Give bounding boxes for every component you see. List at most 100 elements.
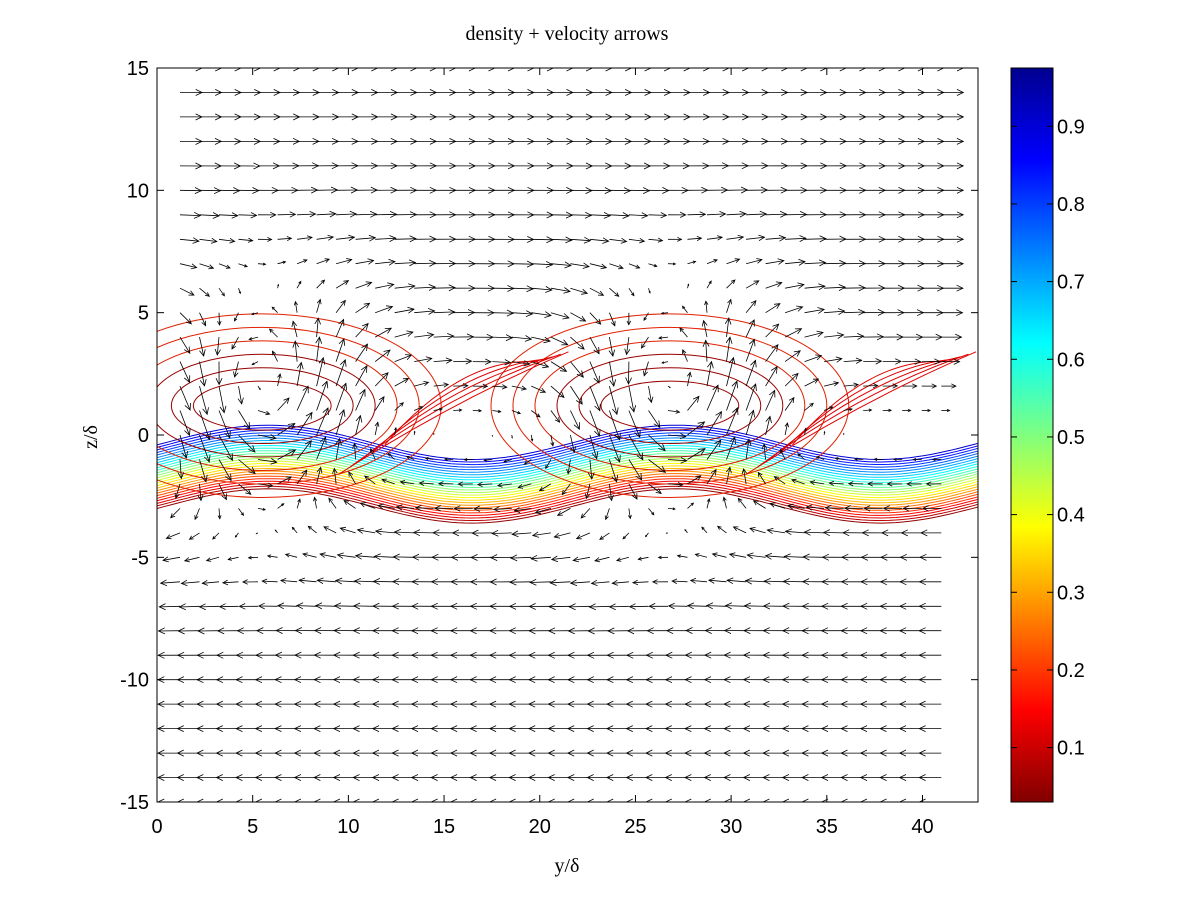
velocity-arrow xyxy=(332,700,356,708)
velocity-arrow xyxy=(453,383,469,389)
velocity-arrow xyxy=(550,113,574,121)
velocity-arrow xyxy=(199,434,211,463)
velocity-arrow xyxy=(664,725,688,732)
velocity-arrow xyxy=(180,89,203,96)
velocity-arrow xyxy=(274,651,298,659)
velocity-arrow xyxy=(594,556,610,563)
velocity-arrow xyxy=(668,89,691,96)
colorbar-tick-label: 0.6 xyxy=(1057,349,1085,371)
velocity-arrow xyxy=(824,113,848,121)
velocity-arrow xyxy=(336,89,360,96)
velocity-arrow xyxy=(745,280,760,289)
velocity-arrow xyxy=(449,651,473,659)
velocity-arrow xyxy=(238,237,254,243)
velocity-arrow xyxy=(355,343,369,362)
velocity-arrow xyxy=(433,235,457,243)
velocity-arrow xyxy=(703,725,727,732)
velocity-arrow xyxy=(254,676,278,684)
x-axis-ticks: 0 5 10 15 20 25 30 35 40 xyxy=(151,68,934,838)
velocity-arrow xyxy=(157,774,180,781)
velocity-arrow xyxy=(410,651,434,659)
velocity-arrow xyxy=(437,481,454,487)
velocity-arrow xyxy=(746,68,770,72)
velocity-arrow xyxy=(703,774,727,781)
velocity-arrow xyxy=(199,459,208,483)
velocity-arrow xyxy=(430,627,454,635)
velocity-arrow xyxy=(782,602,805,610)
velocity-arrow xyxy=(352,602,376,610)
velocity-arrow xyxy=(687,475,702,485)
velocity-arrow xyxy=(293,700,317,708)
velocity-arrow xyxy=(274,774,298,781)
velocity-arrow xyxy=(355,322,369,338)
velocity-arrow xyxy=(609,312,616,327)
velocity-arrow xyxy=(433,284,457,292)
velocity-arrow xyxy=(297,68,321,72)
velocity-arrow xyxy=(332,749,356,757)
velocity-arrow xyxy=(773,476,786,485)
velocity-arrow xyxy=(902,186,926,194)
velocity-arrow xyxy=(726,380,738,411)
velocity-arrow xyxy=(840,676,864,684)
velocity-arrow xyxy=(391,725,415,732)
velocity-arrow xyxy=(277,422,296,436)
velocity-arrow xyxy=(472,409,482,413)
velocity-arrow xyxy=(313,651,337,659)
velocity-arrow xyxy=(941,235,965,243)
velocity-arrow xyxy=(941,309,964,317)
velocity-arrow xyxy=(801,651,825,659)
velocity-arrow xyxy=(374,421,380,436)
velocity-arrow xyxy=(664,676,688,684)
velocity-arrow xyxy=(867,481,883,487)
velocity-arrow xyxy=(531,261,554,268)
velocity-arrow xyxy=(531,162,555,170)
velocity-arrow xyxy=(605,749,629,757)
velocity-arrow xyxy=(918,627,942,635)
velocity-arrow xyxy=(898,700,922,708)
velocity-arrow xyxy=(728,552,747,559)
velocity-arrow xyxy=(570,211,593,219)
velocity-arrow xyxy=(570,236,592,244)
velocity-arrow xyxy=(645,774,668,781)
velocity-arrow xyxy=(531,113,555,121)
velocity-arrow xyxy=(291,320,298,338)
velocity-arrow xyxy=(334,577,356,585)
velocity-arrow xyxy=(570,385,583,405)
y-tick-label: -15 xyxy=(120,792,149,814)
velocity-arrow xyxy=(785,211,808,218)
velocity-arrow xyxy=(918,651,942,659)
y-tick-label: 10 xyxy=(127,180,149,202)
velocity-arrow xyxy=(274,798,298,802)
velocity-arrow xyxy=(765,137,789,145)
velocity-arrow xyxy=(352,627,376,635)
velocity-arrow xyxy=(805,504,825,511)
velocity-arrow xyxy=(570,287,589,295)
velocity-arrow xyxy=(902,284,925,292)
velocity-arrow xyxy=(277,211,297,218)
velocity-arrow xyxy=(375,68,399,72)
velocity-arrow xyxy=(723,627,747,634)
velocity-arrow xyxy=(843,260,867,267)
velocity-arrow xyxy=(254,798,278,802)
velocity-arrow xyxy=(352,651,376,659)
velocity-arrow xyxy=(453,186,477,194)
velocity-arrow xyxy=(453,68,477,72)
velocity-arrow xyxy=(488,676,512,684)
velocity-arrow xyxy=(859,676,883,684)
velocity-arrow xyxy=(643,312,649,321)
velocity-arrow xyxy=(898,774,922,781)
velocity-arrow xyxy=(648,187,670,194)
velocity-arrow xyxy=(319,552,337,558)
velocity-arrow xyxy=(394,426,397,436)
velocity-arrow xyxy=(297,137,320,145)
velocity-arrow xyxy=(820,725,844,732)
velocity-arrow xyxy=(355,68,379,72)
velocity-arrow xyxy=(433,138,457,145)
velocity-arrow xyxy=(804,283,826,291)
velocity-arrow xyxy=(313,627,337,634)
velocity-arrow xyxy=(566,700,590,708)
velocity-arrow xyxy=(196,798,219,802)
velocity-arrow xyxy=(786,503,805,510)
velocity-arrow xyxy=(863,309,886,316)
velocity-arrow xyxy=(470,554,493,561)
